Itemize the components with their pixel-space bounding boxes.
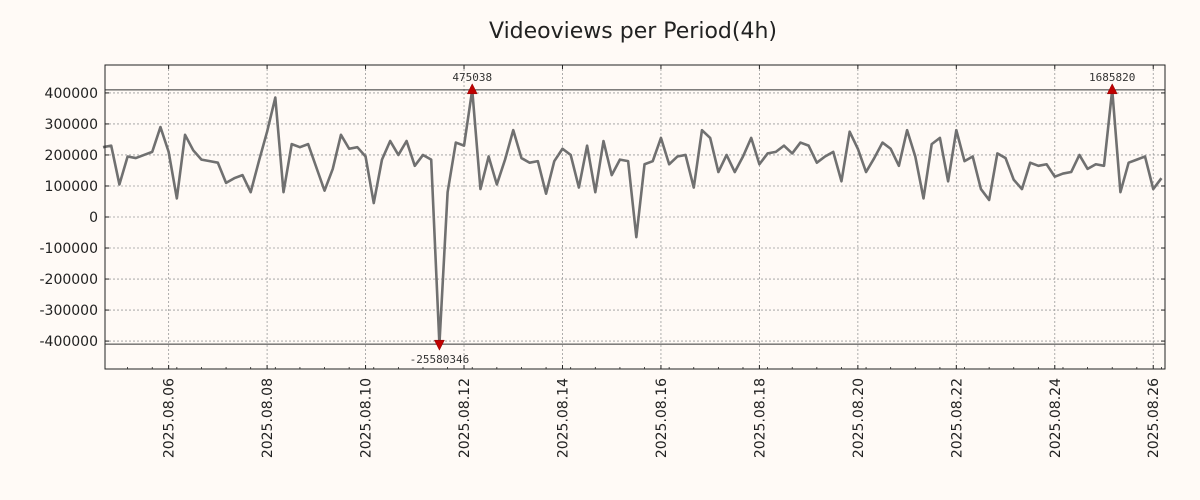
down-marker: [434, 339, 445, 351]
annotation-layer: 475038 -25580346 1685820: [410, 71, 1136, 366]
y-tick-label: 0: [89, 210, 98, 226]
x-tick-label: 2025.08.20: [851, 378, 867, 458]
y-tick-label: 100000: [45, 179, 98, 195]
y-tick-label: -400000: [40, 334, 99, 350]
y-tick-label: 200000: [45, 148, 98, 164]
x-tick-label: 2025.08.24: [1048, 378, 1064, 458]
y-axis: 400000 300000 200000 100000 0 -100000 -200000 -…: [40, 86, 1165, 350]
marker-label: -25580346: [410, 353, 470, 366]
x-tick-label: 2025.08.10: [359, 378, 375, 458]
marker-label: 475038: [452, 71, 492, 84]
y-tick-label: -200000: [40, 272, 99, 288]
x-tick-label: 2025.08.22: [949, 378, 965, 458]
x-tick-label: 2025.08.26: [1146, 378, 1162, 458]
series-layer: [102, 88, 1163, 346]
chart-title: Videoviews per Period(4h): [489, 19, 777, 44]
clip-limit-lines: [105, 89, 1165, 345]
up-marker: [1106, 83, 1118, 95]
y-tick-label: -300000: [40, 303, 99, 319]
x-tick-label: 2025.08.16: [654, 378, 670, 458]
x-tick-label: 2025.08.18: [752, 378, 768, 458]
up-marker: [466, 83, 478, 95]
x-tick-label: 2025.08.08: [260, 378, 276, 458]
y-tick-label: -100000: [40, 241, 99, 257]
x-tick-label: 2025.08.14: [555, 378, 571, 458]
series-line: [102, 88, 1163, 346]
y-tick-label: 300000: [45, 117, 98, 133]
x-tick-label: 2025.08.06: [162, 378, 178, 458]
x-tick-label: 2025.08.12: [457, 378, 473, 458]
y-tick-label: 400000: [45, 86, 98, 102]
x-axis: 2025.08.06 2025.08.08 2025.08.10 2025.08.12…: [127, 65, 1162, 458]
marker-label: 1685820: [1089, 71, 1135, 84]
